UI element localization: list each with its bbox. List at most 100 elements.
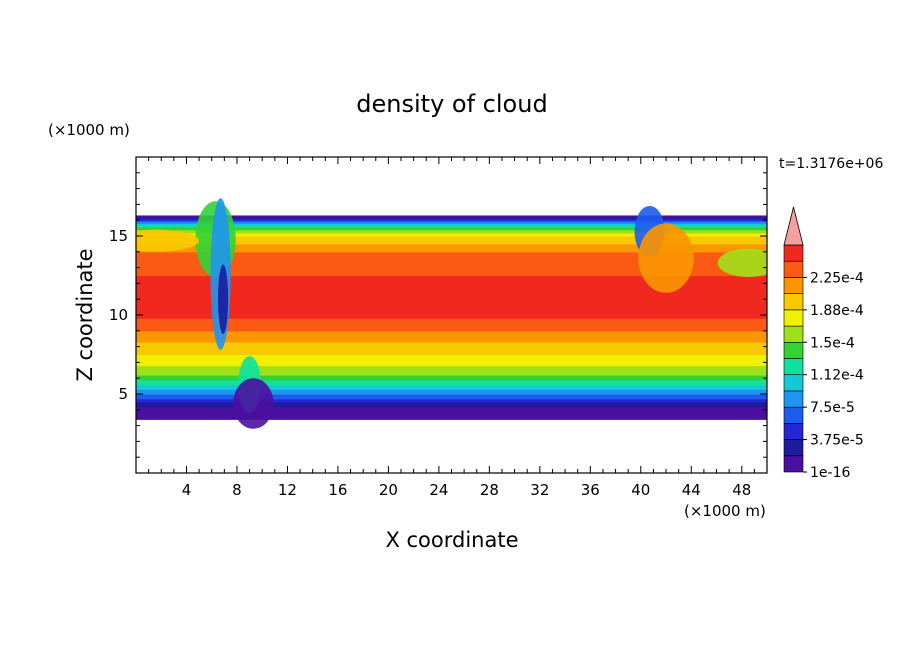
density-band [136,376,767,379]
density-band [136,409,767,412]
density-band [136,251,767,254]
density-band [136,356,767,359]
density-band [136,262,767,266]
colorbar-swatch [783,390,804,408]
density-band [136,313,767,316]
density-band [136,239,767,242]
density-band [136,416,767,419]
density-band [136,270,767,273]
y-axis-title: Z coordinate [73,248,97,381]
density-band [136,303,767,307]
density-band [136,368,767,371]
density-band [136,386,767,389]
colorbar-swatch [783,293,804,311]
density-band [136,308,767,311]
density-band [136,237,767,240]
density-band [136,223,767,226]
density-band [136,261,767,264]
density-band [136,240,767,243]
density-band [136,408,767,411]
density-band [136,281,767,284]
colorbar-label: 1.5e-4 [810,335,855,351]
density-band [136,258,767,261]
density-band [136,412,767,416]
y-tick-label: 10 [109,306,128,324]
density-band [136,245,767,248]
density-band [136,273,767,277]
density-band [136,231,767,234]
colorbar-label: 2.25e-4 [810,270,864,286]
density-band [136,259,767,262]
colorbar: 1e-16 3.75e-5 7.5e-5 1.12e-4 1.5e-4 1.88e-4 2.… [783,206,864,481]
density-feature [233,378,274,429]
density-band [136,357,767,360]
density-band [136,326,767,329]
density-band [136,294,767,297]
density-band [136,371,767,375]
density-band [136,272,767,275]
x-tick-label: 8 [232,481,242,499]
density-band [136,277,767,280]
x-tick-label: 20 [379,481,398,499]
density-band [136,384,767,387]
density-feature [218,264,229,334]
density-band [136,215,767,218]
colorbar-swatch [783,277,804,294]
density-band [136,324,767,327]
density-band [136,354,767,357]
colorbar-swatch [783,423,804,440]
density-band [136,338,767,341]
density-band [136,296,767,299]
x-tick-label: 4 [182,481,192,499]
density-band [136,318,767,321]
density-field [136,198,767,429]
x-tick-label: 40 [631,481,650,499]
colorbar-swatch [783,325,804,343]
density-band [136,305,767,308]
density-feature [638,223,694,293]
density-band [136,264,767,267]
density-band [136,302,767,305]
x-tick-label: 44 [682,481,701,499]
density-band [136,349,767,352]
x-axis-ticks: 4 8 12 16 20 24 28 32 36 40 44 48 [148,157,755,499]
x-tick-label: 16 [328,481,347,499]
colorbar-swatch [783,260,804,278]
density-band [136,236,767,239]
density-band [136,333,767,337]
y-axis-ticks: 5 10 15 [109,172,767,458]
x-tick-label: 24 [429,481,448,499]
density-band [136,228,767,231]
density-band [136,341,767,345]
density-band [136,400,767,403]
density-band [136,278,767,281]
density-band [136,322,767,326]
density-band [136,381,767,384]
density-band [136,221,767,224]
density-band [136,321,767,324]
density-band [136,266,767,269]
colorbar-label: 1e-16 [810,465,850,481]
density-band [136,387,767,390]
density-band [136,243,767,247]
colorbar-swatch [783,358,804,376]
x-tick-label: 32 [530,481,549,499]
y-tick-label: 5 [118,385,128,403]
density-band [136,247,767,250]
density-band [136,395,767,398]
density-band [136,403,767,406]
density-band [136,267,767,270]
density-band [136,401,767,405]
colorbar-swatch [783,439,804,457]
density-band [136,327,767,330]
density-band [136,389,767,392]
density-band [136,343,767,346]
density-band [136,311,767,315]
x-tick-label: 28 [480,481,499,499]
density-band [136,248,767,251]
density-band [136,348,767,351]
density-band [136,310,767,313]
colorbar-label: 7.5e-5 [810,400,855,416]
density-band [136,398,767,401]
